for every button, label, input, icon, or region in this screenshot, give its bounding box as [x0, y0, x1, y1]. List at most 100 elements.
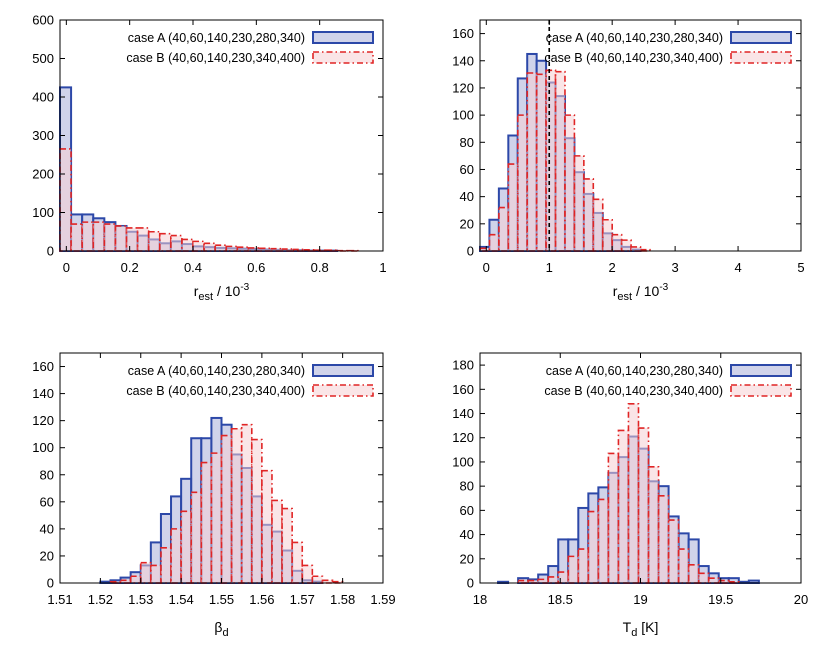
x-tick-label: 2 [609, 260, 616, 275]
histogram-bar [527, 73, 536, 251]
histogram-bar [588, 512, 598, 583]
histogram-bar [312, 576, 322, 583]
x-tick-label: 1.58 [330, 592, 355, 607]
histogram-bar [272, 500, 282, 583]
histogram-bar [127, 228, 138, 251]
histogram-bar [699, 573, 709, 583]
histogram-bar [499, 208, 508, 251]
x-axis-label-rest: [K] [637, 619, 658, 635]
histogram-bar [584, 179, 593, 251]
histogram-bar [237, 247, 248, 251]
histogram-bar [104, 224, 115, 251]
histogram-bar [608, 453, 618, 583]
histogram-bar [292, 542, 302, 583]
histogram-bar [193, 241, 204, 251]
y-tick-label: 200 [32, 167, 54, 182]
x-tick-label: 20 [794, 592, 808, 607]
y-tick-label: 120 [32, 413, 54, 428]
x-tick-label: 1.52 [88, 592, 113, 607]
x-axis-label-sup: -3 [240, 282, 249, 293]
y-tick-label: 0 [47, 576, 54, 591]
y-tick-label: 160 [452, 26, 474, 41]
histogram-bar [222, 436, 232, 583]
histogram-bar [558, 572, 568, 583]
histogram-bar [568, 556, 578, 583]
x-tick-label: 0 [63, 260, 70, 275]
x-tick-label: 18.5 [548, 592, 573, 607]
legend-label: case A (40,60,140,230,280,340) [128, 31, 305, 45]
histogram-bar [171, 236, 182, 251]
y-tick-label: 120 [452, 80, 474, 95]
histogram-bar [679, 549, 689, 583]
legend-swatch [313, 32, 373, 43]
x-axis-label-rest: / 10 [632, 283, 659, 299]
x-tick-label: 1.56 [249, 592, 274, 607]
x-tick-label: 1.59 [370, 592, 395, 607]
histogram-bar [191, 492, 201, 583]
x-axis-label: rest / 10-3 [613, 282, 669, 303]
histogram-bar [115, 226, 126, 251]
y-tick-label: 20 [460, 551, 474, 566]
y-tick-label: 100 [452, 108, 474, 123]
histogram-bar [669, 520, 679, 583]
y-tick-label: 140 [32, 386, 54, 401]
y-tick-label: 600 [32, 13, 54, 28]
y-tick-label: 20 [40, 548, 54, 563]
x-axis-label: βd [214, 619, 228, 639]
x-tick-label: 0.2 [121, 260, 139, 275]
x-axis-label-sub: d [222, 627, 228, 639]
x-axis-label-sup: -3 [659, 282, 668, 293]
histogram-bar [622, 240, 631, 251]
series-case-b [480, 70, 650, 251]
histogram-bar [538, 579, 548, 583]
histogram-bar [60, 149, 71, 251]
x-tick-label: 3 [672, 260, 679, 275]
x-tick-label: 1 [546, 260, 553, 275]
histogram-bar [649, 467, 659, 583]
histogram-bar [508, 164, 517, 251]
histogram-bar [537, 74, 546, 251]
histogram-bar [603, 220, 612, 251]
x-tick-label: 19.5 [708, 592, 733, 607]
x-tick-label: 1.54 [168, 592, 193, 607]
x-tick-label: 18 [473, 592, 487, 607]
x-axis-label-sub: est [617, 291, 632, 303]
x-tick-label: 0 [483, 260, 490, 275]
y-tick-label: 20 [460, 216, 474, 231]
x-tick-label: 1.55 [209, 592, 234, 607]
histogram-bar [138, 228, 149, 251]
histogram-bar [242, 425, 252, 583]
histogram-bar [215, 245, 226, 251]
y-tick-label: 180 [452, 358, 474, 373]
legend-label: case B (40,60,140,230,340,400) [544, 51, 723, 65]
histogram-bar [226, 246, 237, 251]
legend-label: case A (40,60,140,230,280,340) [128, 364, 305, 378]
histogram-bar [578, 549, 588, 583]
y-tick-label: 120 [452, 430, 474, 445]
histogram-bar [546, 70, 555, 251]
legend-label: case B (40,60,140,230,340,400) [126, 51, 305, 65]
histogram-bar [82, 222, 93, 251]
histogram-bar [518, 115, 527, 251]
x-tick-label: 0.4 [184, 260, 202, 275]
histogram-bar [489, 235, 498, 251]
histogram-bar [709, 578, 719, 583]
histogram-bar [151, 565, 161, 583]
y-tick-label: 40 [460, 527, 474, 542]
y-tick-label: 40 [460, 189, 474, 204]
y-tick-label: 0 [47, 244, 54, 259]
x-axis-label: rest / 10-3 [194, 282, 250, 303]
series-case-b [60, 149, 359, 251]
y-tick-label: 60 [460, 503, 474, 518]
legend-swatch [731, 52, 791, 63]
legend-swatch [313, 365, 373, 376]
histogram-bar [689, 565, 699, 583]
legend-label: case A (40,60,140,230,280,340) [546, 31, 723, 45]
y-tick-label: 160 [452, 382, 474, 397]
y-tick-label: 0 [467, 244, 474, 259]
